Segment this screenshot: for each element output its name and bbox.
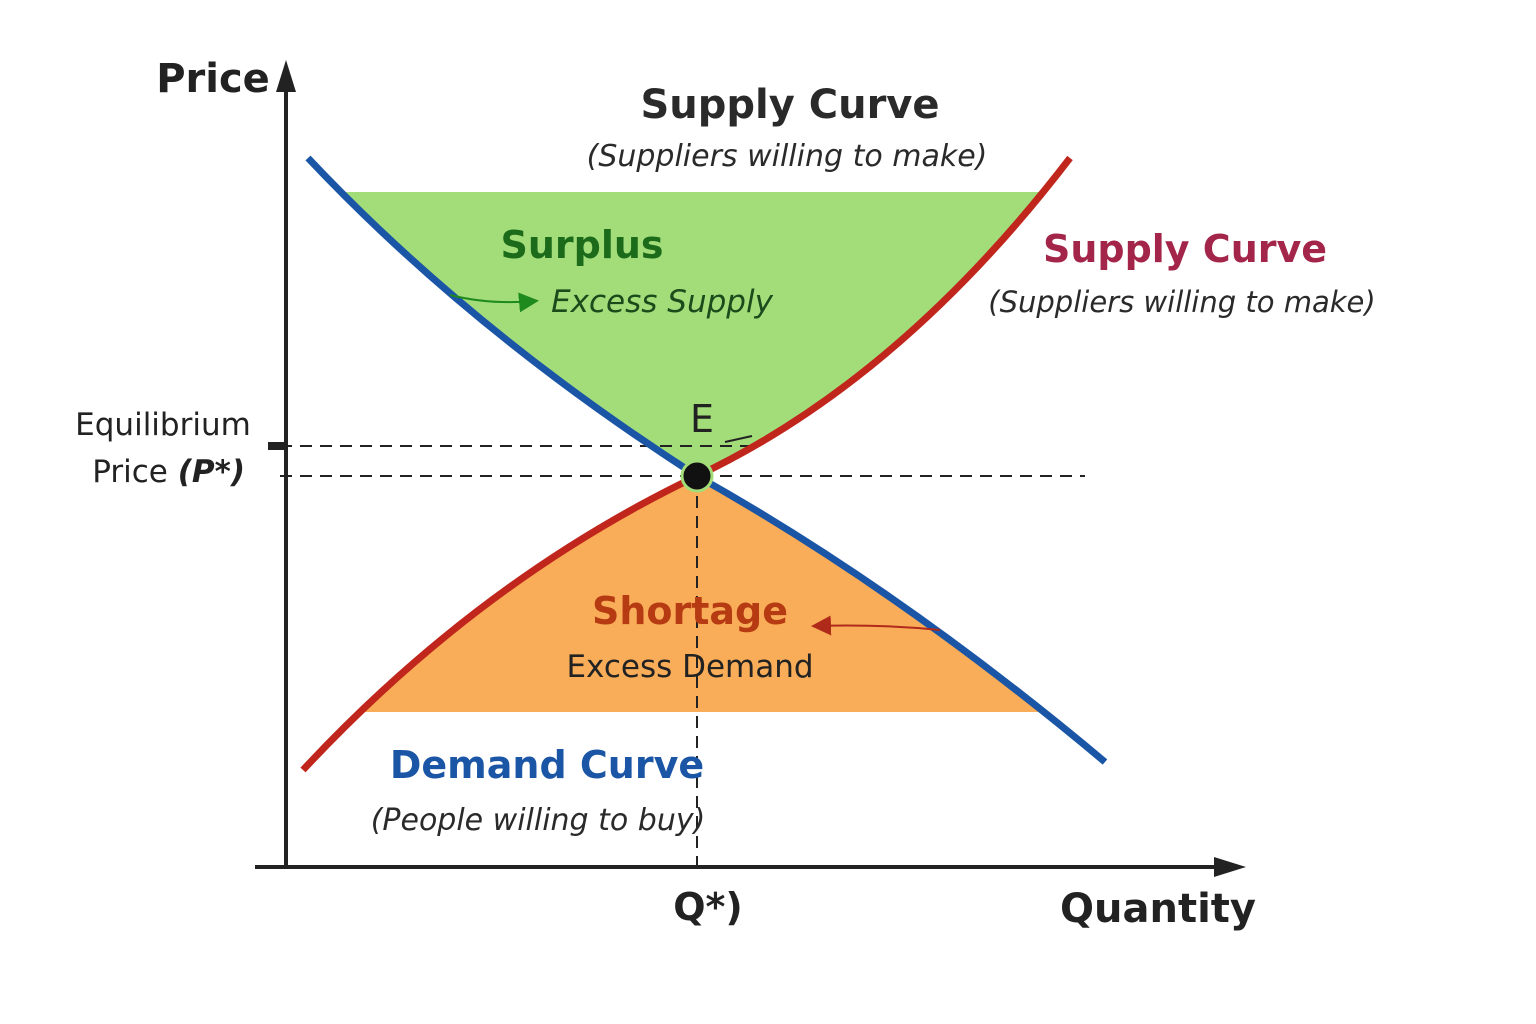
price-label-line1: Equilibrium [75,407,251,443]
price-label-line2: Price (P*) [92,454,245,490]
tick [268,442,284,450]
pointer [724,435,753,443]
shortage-arrow [811,615,941,636]
surplus-arrow [449,292,539,313]
y-axis-label: Price [156,56,270,102]
y-arrow [276,60,296,92]
shortage-note: Excess Demand [566,649,813,685]
surplus-area [340,192,1044,476]
shortage-area [360,476,1044,712]
supply-note: (Suppliers willing to make) [988,285,1375,319]
surplus-label: Surplus [500,223,663,267]
quantity-label: Q*) [673,885,743,929]
axes [255,80,1228,869]
x-arrow [1214,857,1246,877]
equilibrium-point [680,459,714,493]
subtitle: (Suppliers willing to make) [587,139,988,174]
supply-label: Supply Curve [1043,227,1327,271]
price-symbol: (P*) [178,454,245,490]
price-word: Price [92,454,168,490]
equilibrium-point-label: E [690,397,714,441]
title: Supply Curve [640,82,939,128]
demand-note: (People willing to buy) [371,803,706,838]
x-axis-label: Quantity [1060,886,1256,932]
demand-label: Demand Curve [390,743,704,787]
shortage-label: Shortage [592,589,788,633]
surplus-note: Excess Supply [551,284,773,320]
